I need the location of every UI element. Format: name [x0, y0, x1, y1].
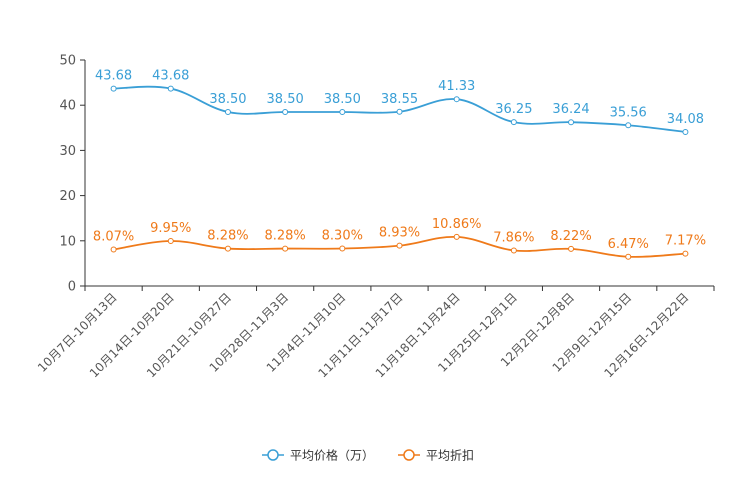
data-label: 36.25: [495, 102, 532, 117]
y-tick-label: 20: [59, 189, 76, 204]
data-label: 8.28%: [207, 229, 248, 244]
data-point: [396, 108, 403, 115]
data-label: 38.50: [209, 92, 246, 107]
data-label: 43.68: [152, 69, 189, 84]
data-point: [110, 246, 117, 253]
data-point: [510, 119, 517, 126]
data-point: [339, 245, 346, 252]
y-axis: 0 10 20 30 40 50: [59, 54, 86, 295]
data-point: [682, 128, 689, 135]
data-point: [625, 122, 632, 129]
data-point: [224, 245, 231, 252]
data-point: [625, 253, 632, 260]
data-label: 34.08: [667, 112, 704, 127]
data-label: 8.93%: [379, 226, 420, 241]
data-label: 38.55: [381, 92, 418, 107]
data-label: 8.22%: [550, 229, 591, 244]
data-point: [568, 119, 575, 126]
legend-label: 平均价格（万）: [290, 448, 374, 463]
data-point: [167, 85, 174, 92]
series-price: 43.68 43.68 38.50 38.50 38.50 38.55 41.33 36.25…: [95, 69, 704, 135]
data-label: 43.68: [95, 69, 132, 84]
y-tick-label: 40: [59, 99, 76, 114]
data-label: 8.30%: [322, 228, 363, 243]
legend[interactable]: 平均价格（万） 平均折扣: [262, 448, 474, 463]
data-label: 36.24: [552, 102, 589, 117]
data-point: [282, 245, 289, 252]
y-tick-label: 50: [59, 54, 76, 69]
data-label: 35.56: [610, 105, 647, 120]
data-point: [568, 245, 575, 252]
data-point: [396, 242, 403, 249]
data-label: 8.28%: [264, 229, 305, 244]
data-label: 7.17%: [665, 234, 706, 249]
series-group: 43.68 43.68 38.50 38.50 38.50 38.55 41.33 36.25…: [93, 69, 706, 260]
y-tick-label: 30: [59, 144, 76, 159]
data-point: [167, 238, 174, 245]
data-label: 8.07%: [93, 230, 134, 245]
y-tick-label: 10: [59, 234, 76, 249]
data-label: 10.86%: [432, 217, 482, 232]
legend-marker-icon: [267, 449, 279, 461]
data-point: [453, 233, 460, 240]
legend-item-discount[interactable]: 平均折扣: [398, 448, 474, 463]
data-point: [339, 108, 346, 115]
legend-marker-icon: [403, 449, 415, 461]
legend-label: 平均折扣: [426, 448, 474, 463]
y-tick-label: 0: [68, 280, 76, 295]
series-discount: 8.07% 9.95% 8.28% 8.28% 8.30% 8.93% 10.86% 7.86…: [93, 217, 706, 260]
data-label: 41.33: [438, 79, 475, 94]
data-point: [453, 96, 460, 103]
data-point: [282, 108, 289, 115]
data-label: 38.50: [324, 92, 361, 107]
data-point: [682, 250, 689, 257]
data-label: 38.50: [267, 92, 304, 107]
data-point: [224, 108, 231, 115]
data-label: 6.47%: [608, 237, 649, 252]
data-label: 9.95%: [150, 221, 191, 236]
data-label: 7.86%: [493, 230, 534, 245]
legend-item-price[interactable]: 平均价格（万）: [262, 448, 374, 463]
data-point: [510, 247, 517, 254]
data-point: [110, 85, 117, 92]
x-axis: 10月7日-10月13日10月14日-10月20日10月21日-10月27日10…: [35, 285, 715, 380]
